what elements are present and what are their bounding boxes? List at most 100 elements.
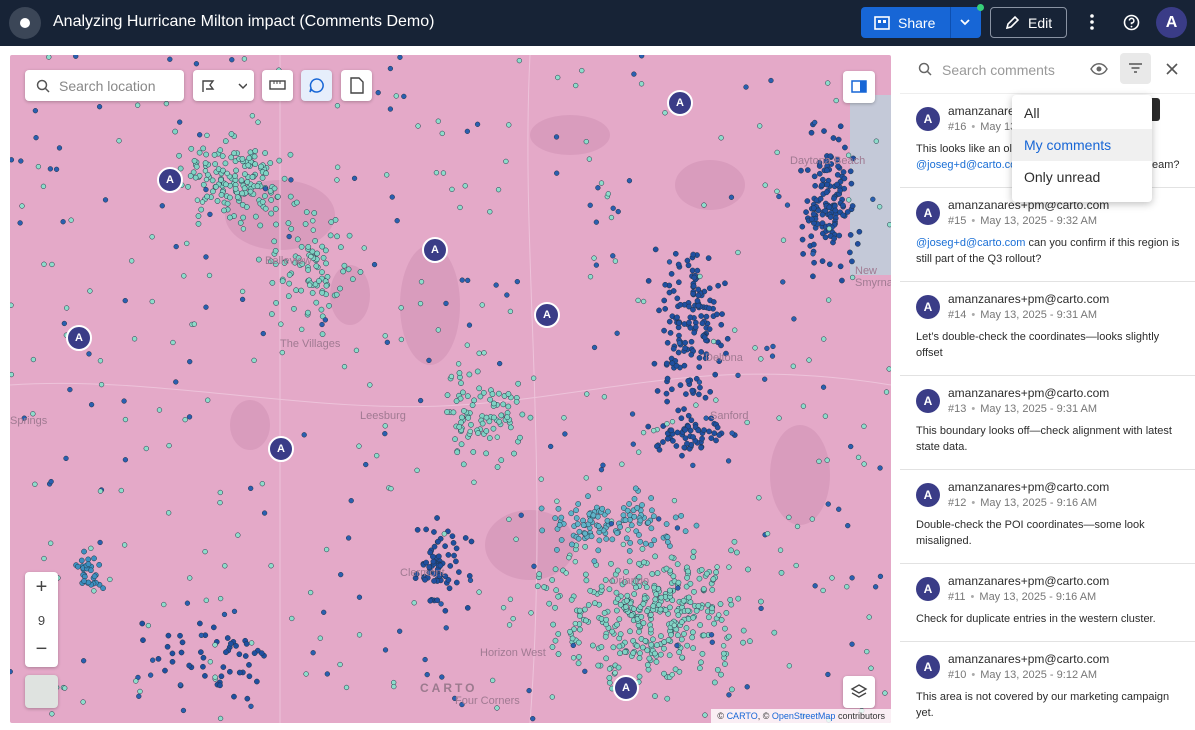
attr-link[interactable]: OpenStreetMap <box>771 711 836 721</box>
comment-pin[interactable]: A <box>534 302 560 328</box>
comment-pin[interactable]: A <box>66 325 92 351</box>
map-point <box>827 214 834 220</box>
map-point <box>727 596 734 603</box>
chevron[interactable] <box>959 18 971 26</box>
comment-pin[interactable]: A <box>268 436 294 462</box>
map-point <box>107 576 113 583</box>
legend-tool[interactable] <box>341 70 372 101</box>
map-point <box>452 436 458 442</box>
basemap-thumbnail[interactable] <box>25 675 58 708</box>
separator: • <box>971 215 976 227</box>
map-point <box>598 615 605 622</box>
map-point <box>713 397 719 403</box>
zoom-level: 9 <box>37 613 46 628</box>
map-point <box>198 206 205 213</box>
map-point <box>700 586 707 592</box>
map-point <box>829 575 835 581</box>
map-point <box>48 540 54 546</box>
map-point <box>614 621 620 628</box>
map-point <box>639 644 646 651</box>
map-point <box>723 350 729 357</box>
more-icon[interactable] <box>1086 13 1098 33</box>
map-point <box>458 414 465 421</box>
map-point <box>674 642 680 649</box>
zoom-out[interactable]: − <box>35 638 48 660</box>
separator: • <box>970 591 975 603</box>
map-point <box>642 540 649 547</box>
map-point <box>441 531 447 537</box>
edit-button[interactable]: Edit <box>990 7 1067 38</box>
map-point <box>393 93 399 99</box>
visibility-icon[interactable] <box>1090 62 1108 76</box>
layers-button[interactable] <box>843 676 875 708</box>
map-point <box>568 596 575 603</box>
map-point <box>279 278 286 285</box>
map-point <box>695 286 702 293</box>
map-point <box>568 510 575 517</box>
comment-pin[interactable]: A <box>613 675 639 701</box>
map[interactable]: Search location + 9 − CARTO © CARTO, © O… <box>10 55 891 723</box>
comment-pin[interactable]: A <box>157 167 183 193</box>
map-point <box>423 559 430 566</box>
map-point <box>651 360 658 367</box>
map-point <box>696 379 703 385</box>
map-point <box>145 622 152 629</box>
comment-pin[interactable]: A <box>422 237 448 263</box>
map-point <box>636 655 643 661</box>
map-point <box>708 632 715 638</box>
attr-link[interactable]: CARTO <box>726 711 758 721</box>
map-point <box>166 510 172 516</box>
filter-option[interactable]: Only unread <box>1024 169 1101 185</box>
close-icon[interactable] <box>1166 63 1178 75</box>
user-avatar[interactable]: A <box>1156 7 1187 38</box>
map-point <box>97 539 103 546</box>
mention[interactable]: @joseg+d@carto.com <box>916 237 1026 249</box>
map-point <box>310 218 316 224</box>
map-point <box>706 285 713 292</box>
comments-search[interactable]: Search comments <box>942 62 1055 78</box>
map-point <box>367 382 373 388</box>
filter-option[interactable]: All <box>1024 105 1040 121</box>
map-point <box>255 119 261 125</box>
logo[interactable] <box>9 7 41 39</box>
map-point <box>311 210 318 216</box>
map-point <box>271 238 278 245</box>
map-point <box>855 454 862 461</box>
comment-pin[interactable]: A <box>667 90 693 116</box>
map-point <box>845 523 851 529</box>
map-point <box>663 390 670 397</box>
panel-toggle[interactable] <box>843 71 875 103</box>
map-point <box>575 501 582 507</box>
map-point <box>259 199 266 205</box>
draw-tool[interactable] <box>193 70 254 101</box>
map-point <box>310 650 316 656</box>
location-search[interactable]: Search location <box>25 70 184 101</box>
map-point <box>448 373 455 380</box>
map-point <box>624 592 631 599</box>
map-point <box>443 300 449 307</box>
comments-tool[interactable] <box>301 70 332 101</box>
zoom-in[interactable]: + <box>35 576 48 598</box>
map-point <box>53 166 60 172</box>
measure-tool[interactable] <box>262 70 293 101</box>
map-point <box>693 402 699 408</box>
map-point <box>733 549 740 556</box>
map-point <box>710 338 717 345</box>
mention[interactable]: @joseg+d@carto.com <box>916 159 1026 171</box>
map-point <box>278 321 284 327</box>
map-point <box>217 595 224 602</box>
filter-button[interactable] <box>1120 53 1151 84</box>
filter-option[interactable]: My comments <box>1012 129 1152 161</box>
map-point <box>505 391 512 397</box>
map-point <box>302 221 309 227</box>
map-point <box>637 650 643 657</box>
share-button[interactable]: Share <box>861 4 984 38</box>
help-icon[interactable] <box>1123 14 1140 31</box>
